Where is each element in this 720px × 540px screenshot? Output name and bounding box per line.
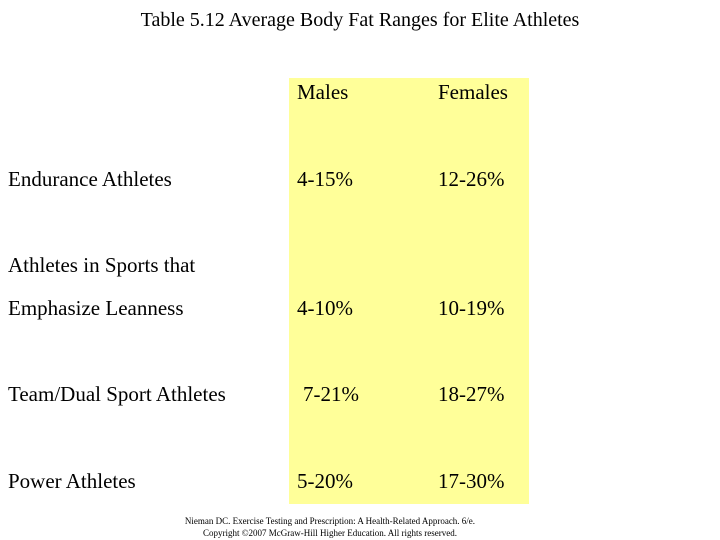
- data-columns-highlight: [289, 78, 529, 504]
- header-males: Males: [297, 80, 349, 104]
- cell-endurance-males: 4-15%: [297, 167, 353, 191]
- row-label-power: Power Athletes: [8, 469, 136, 493]
- cell-power-females: 17-30%: [438, 469, 505, 493]
- row-label-leanness-line1: Athletes in Sports that: [8, 253, 196, 277]
- copyright-line: Copyright ©2007 McGraw-Hill Higher Educa…: [202, 528, 458, 538]
- cell-leanness-males: 4-10%: [297, 296, 353, 320]
- page-title: Table 5.12 Average Body Fat Ranges for E…: [140, 9, 580, 31]
- cell-team-dual-males: 7-21%: [303, 382, 359, 406]
- cell-endurance-females: 12-26%: [438, 167, 505, 191]
- cell-power-males: 5-20%: [297, 469, 353, 493]
- header-females: Females: [438, 80, 508, 104]
- row-label-leanness: Emphasize Leanness: [8, 296, 184, 320]
- row-label-team-dual: Team/Dual Sport Athletes: [8, 382, 226, 406]
- cell-team-dual-females: 18-27%: [438, 382, 505, 406]
- citation-line: Nieman DC. Exercise Testing and Prescrip…: [184, 516, 476, 526]
- cell-leanness-females: 10-19%: [438, 296, 505, 320]
- row-label-endurance: Endurance Athletes: [8, 167, 172, 191]
